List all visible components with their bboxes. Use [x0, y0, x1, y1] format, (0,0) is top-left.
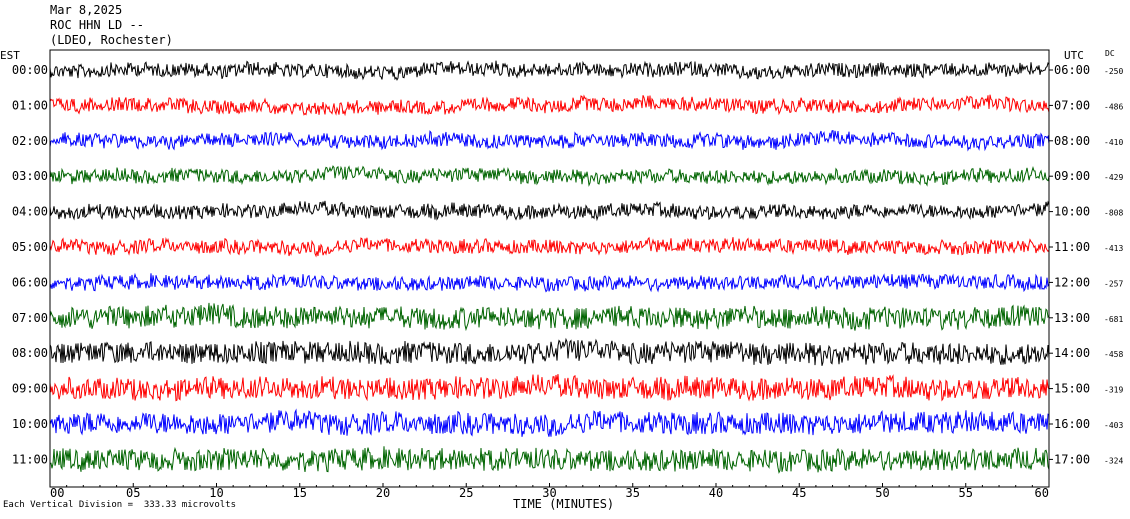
- trace-group: [49, 60, 1050, 474]
- right-axis-label: UTC: [1064, 49, 1084, 62]
- trace-02:00: [49, 129, 1050, 152]
- dc-value-7: -681: [1104, 315, 1123, 324]
- x-tick-label-05: 05: [126, 486, 140, 500]
- dc-value-11: -324: [1104, 456, 1123, 465]
- station-location: (LDEO, Rochester): [50, 33, 173, 47]
- axis-group: 00:00 06:00 -250 01:00 07:00 -486 02:00 08:00 -4…: [12, 63, 1124, 500]
- utc-label-1: 07:00: [1054, 98, 1090, 112]
- utc-label-0: 06:00: [1054, 63, 1090, 77]
- x-tick-label-35: 35: [626, 486, 640, 500]
- est-label-1: 01:00: [12, 98, 48, 112]
- dc-value-1: -486: [1104, 102, 1123, 111]
- x-tick-label-25: 25: [459, 486, 473, 500]
- est-label-10: 10:00: [12, 417, 48, 431]
- x-tick-label-50: 50: [875, 486, 889, 500]
- trace-05:00: [49, 236, 1050, 258]
- dc-value-2: -410: [1104, 138, 1123, 147]
- est-label-3: 03:00: [12, 169, 48, 183]
- dc-label: DC: [1105, 49, 1115, 58]
- trace-00:00: [49, 60, 1050, 81]
- est-label-5: 05:00: [12, 240, 48, 254]
- x-tick-label-20: 20: [376, 486, 390, 500]
- trace-09:00: [49, 374, 1050, 402]
- x-tick-label-10: 10: [209, 486, 223, 500]
- dc-value-0: -250: [1104, 67, 1123, 76]
- utc-label-2: 08:00: [1054, 134, 1090, 148]
- x-tick-label-55: 55: [959, 486, 973, 500]
- trace-01:00: [49, 94, 1050, 117]
- est-label-0: 00:00: [12, 63, 48, 77]
- x-tick-label-40: 40: [709, 486, 723, 500]
- dc-value-8: -458: [1104, 350, 1123, 359]
- trace-10:00: [49, 408, 1050, 437]
- chart-date: Mar 8,2025: [50, 3, 123, 17]
- trace-08:00: [49, 337, 1050, 366]
- dc-value-10: -403: [1104, 421, 1123, 430]
- trace-07:00: [49, 302, 1050, 332]
- utc-label-11: 17:00: [1054, 452, 1090, 466]
- dc-value-4: -808: [1104, 209, 1123, 218]
- x-tick-label-60: 60: [1035, 486, 1049, 500]
- est-label-6: 06:00: [12, 275, 48, 289]
- station-code: ROC HHN LD --: [50, 18, 144, 32]
- dc-value-5: -413: [1104, 244, 1123, 253]
- trace-06:00: [49, 272, 1050, 293]
- dc-value-9: -319: [1104, 386, 1123, 395]
- left-axis-label: EST: [0, 49, 20, 62]
- est-label-9: 09:00: [12, 382, 48, 396]
- trace-03:00: [49, 165, 1050, 187]
- trace-04:00: [49, 200, 1050, 222]
- utc-label-7: 13:00: [1054, 311, 1090, 325]
- utc-label-3: 09:00: [1054, 169, 1090, 183]
- dc-value-6: -257: [1104, 279, 1123, 288]
- x-axis-title: TIME (MINUTES): [513, 497, 615, 511]
- est-label-8: 08:00: [12, 346, 48, 360]
- x-tick-label-15: 15: [293, 486, 307, 500]
- x-tick-label-00: 00: [50, 486, 64, 500]
- utc-label-10: 16:00: [1054, 417, 1090, 431]
- x-tick-label-45: 45: [792, 486, 806, 500]
- x-tick-label-30: 30: [542, 486, 556, 500]
- est-label-4: 04:00: [12, 205, 48, 219]
- utc-label-4: 10:00: [1054, 205, 1090, 219]
- utc-label-9: 15:00: [1054, 382, 1090, 396]
- utc-label-8: 14:00: [1054, 346, 1090, 360]
- est-label-11: 11:00: [12, 452, 48, 466]
- utc-label-6: 12:00: [1054, 275, 1090, 289]
- scale-note: Each Vertical Division = 333.33 microvol…: [3, 500, 236, 510]
- utc-label-5: 11:00: [1054, 240, 1090, 254]
- dc-value-3: -429: [1104, 173, 1123, 182]
- est-label-7: 07:00: [12, 311, 48, 325]
- est-label-2: 02:00: [12, 134, 48, 148]
- trace-11:00: [49, 446, 1050, 474]
